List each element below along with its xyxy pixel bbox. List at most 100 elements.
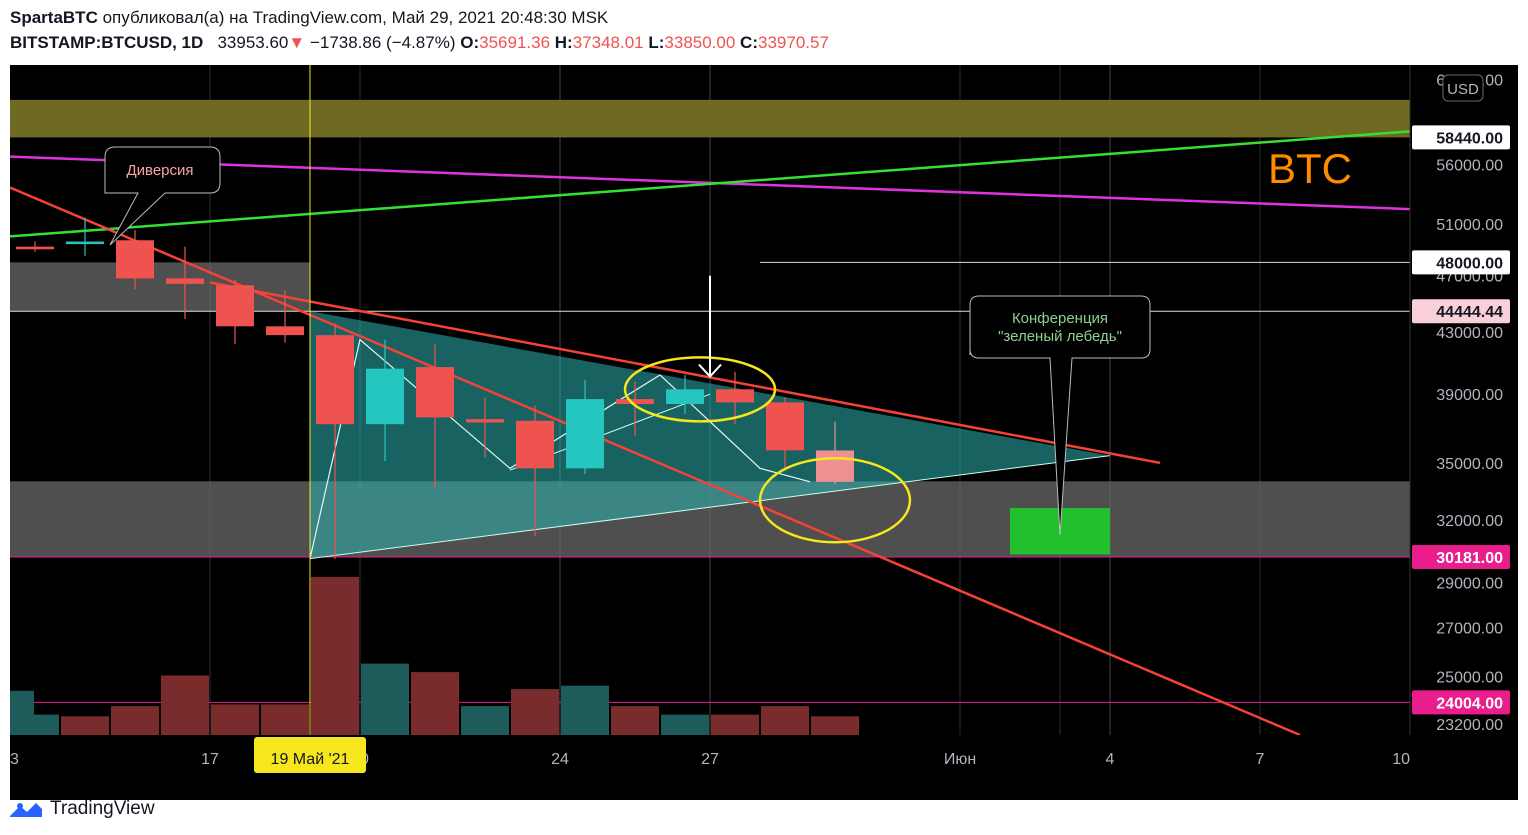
time-tick-label: 7 bbox=[1256, 751, 1265, 768]
volume-bar bbox=[11, 714, 59, 735]
price-change: −1738.86 (−4.87%) bbox=[309, 33, 456, 52]
trend-line-red-resistance bbox=[209, 281, 1161, 465]
triangle-lower-edge bbox=[309, 455, 1111, 560]
top-resistance-band bbox=[10, 99, 1410, 138]
trend-line-green bbox=[9, 130, 1411, 238]
time-tick-label: 4 bbox=[1106, 751, 1115, 768]
crosshair-date-badge bbox=[254, 737, 366, 773]
price-tick-label: 29000.00 bbox=[1436, 575, 1503, 592]
footer: TradingView bbox=[8, 796, 155, 822]
highlight-ellipse-bottom bbox=[758, 456, 912, 544]
symbol-label[interactable]: BITSTAMP:BTCUSD, 1D bbox=[10, 33, 204, 52]
candle-body bbox=[316, 335, 354, 425]
open-value: 35691.36 bbox=[479, 33, 551, 52]
volume-bar bbox=[511, 689, 559, 735]
price-tick-label: 32000.00 bbox=[1436, 513, 1503, 530]
price-label-badge bbox=[1412, 690, 1510, 715]
upper-gray-zone bbox=[10, 262, 310, 312]
volume-bar bbox=[461, 706, 509, 735]
price-label-text: 30181.00 bbox=[1436, 550, 1503, 567]
volume-bar bbox=[311, 576, 359, 735]
btc-title: BTC bbox=[1268, 145, 1352, 192]
volume-bar bbox=[161, 675, 209, 735]
price-tick-label: 51000.00 bbox=[1436, 217, 1503, 234]
price-label-badge bbox=[1412, 250, 1510, 275]
price-axis bbox=[1410, 65, 1518, 800]
candle-body bbox=[616, 399, 654, 405]
candle-body bbox=[416, 367, 454, 418]
candle-body bbox=[116, 240, 154, 279]
price-tick-label: 39000.00 bbox=[1436, 387, 1503, 404]
price-tick-label: 23200.00 bbox=[1436, 717, 1503, 734]
high-value: 37348.01 bbox=[572, 33, 644, 52]
volume-bar bbox=[711, 714, 759, 735]
candle-body bbox=[466, 419, 504, 423]
currency-badge-text: USD bbox=[1447, 81, 1479, 98]
volume-bar bbox=[261, 704, 309, 735]
price-label-text: 58440.00 bbox=[1436, 130, 1503, 147]
callout-diversion-box bbox=[104, 146, 221, 246]
low-value: 33850.00 bbox=[664, 33, 736, 52]
ohlc-line: BITSTAMP:BTCUSD, 1D 33953.60▼ −1738.86 (… bbox=[10, 31, 1510, 55]
candle-body bbox=[66, 241, 104, 245]
callout-diversion-text: Диверсия bbox=[126, 162, 193, 179]
volume-bar bbox=[661, 714, 709, 735]
volume-bar bbox=[211, 704, 259, 735]
time-axis bbox=[10, 735, 1518, 800]
down-arrow-annotation-icon bbox=[698, 275, 722, 379]
time-tick-label: 3 bbox=[10, 751, 19, 768]
time-tick-label: 17 bbox=[201, 751, 219, 768]
candle-body bbox=[716, 389, 754, 403]
price-tick-label: 27000.00 bbox=[1436, 621, 1503, 638]
price-label-badge bbox=[1412, 299, 1510, 324]
currency-badge[interactable] bbox=[1442, 74, 1484, 102]
publish-info: опубликовал(а) на TradingView.com, Май 2… bbox=[102, 8, 609, 27]
time-tick-label: 24 bbox=[551, 751, 569, 768]
candle-body bbox=[166, 278, 204, 284]
close-value: 33970.57 bbox=[758, 33, 829, 52]
callout-conference-box bbox=[969, 295, 1151, 536]
price-tick-label: 25000.00 bbox=[1436, 670, 1503, 687]
time-tick-label: Июн bbox=[944, 751, 976, 768]
callout-conference-line1: Конференция bbox=[1012, 310, 1108, 327]
candle-body bbox=[516, 420, 554, 469]
last-price: 33953.60 bbox=[217, 33, 289, 52]
price-tick-label: 43000.00 bbox=[1436, 325, 1503, 342]
author-name[interactable]: SpartaBTC bbox=[10, 8, 98, 27]
tradingview-logo-icon[interactable] bbox=[8, 799, 44, 819]
time-tick-label: 10 bbox=[1392, 751, 1410, 768]
price-label-badge bbox=[1412, 125, 1510, 150]
candle-body bbox=[566, 399, 604, 469]
time-tick-label: 27 bbox=[701, 751, 719, 768]
highlight-ellipse-top bbox=[623, 356, 777, 423]
volume-bar bbox=[61, 716, 109, 735]
volume-bar bbox=[411, 672, 459, 735]
volume-bar bbox=[811, 716, 859, 735]
volume-bar bbox=[761, 706, 809, 735]
crosshair-date-text: 19 Май '21 bbox=[271, 751, 350, 768]
volume-bar bbox=[111, 706, 159, 735]
candle-body bbox=[16, 246, 54, 250]
trend-line-red-steep bbox=[9, 186, 1301, 737]
price-tick-label: 35000.00 bbox=[1436, 456, 1503, 473]
candle-body bbox=[216, 285, 254, 327]
down-arrow-icon: ▼ bbox=[288, 33, 306, 52]
high-label: H: bbox=[554, 33, 573, 52]
price-label-text: 44444.44 bbox=[1436, 304, 1503, 321]
callout-conference-line2: "зеленый лебедь" bbox=[998, 328, 1122, 345]
candle-body bbox=[266, 326, 304, 336]
price-tick-label: 56000.00 bbox=[1436, 157, 1503, 174]
price-label-text: 48000.00 bbox=[1436, 255, 1503, 272]
chart-header: SpartaBTC опубликовал(а) на TradingView.… bbox=[10, 6, 1510, 55]
close-label: C: bbox=[740, 33, 758, 52]
tradingview-brand[interactable]: TradingView bbox=[50, 798, 155, 819]
open-label: O: bbox=[460, 33, 480, 52]
volume-bar bbox=[561, 685, 609, 735]
candle-body bbox=[816, 450, 854, 482]
candle-body bbox=[666, 389, 704, 405]
volume-bar bbox=[611, 706, 659, 735]
candle-body bbox=[366, 368, 404, 425]
price-label-text: 24004.00 bbox=[1436, 695, 1503, 712]
